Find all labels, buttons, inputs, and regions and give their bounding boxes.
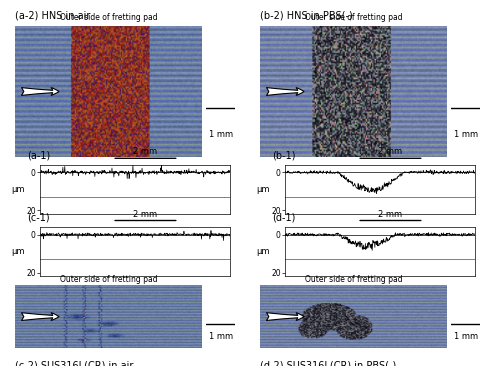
Y-axis label: μm: μm [11,247,24,256]
Text: 2 mm: 2 mm [378,147,402,156]
Text: (c-1): (c-1) [26,213,50,223]
Text: Outer side of fretting pad: Outer side of fretting pad [60,274,158,284]
Text: Outer side of fretting pad: Outer side of fretting pad [304,274,402,284]
Text: 1 mm: 1 mm [208,130,233,139]
Text: (a-1): (a-1) [26,151,50,161]
Text: (d-1): (d-1) [272,213,295,223]
Text: (a-2) HNS in air: (a-2) HNS in air [15,10,90,20]
Y-axis label: μm: μm [256,185,270,194]
Text: 1 mm: 1 mm [208,332,233,341]
Text: 2 mm: 2 mm [134,147,158,156]
Y-axis label: μm: μm [11,185,24,194]
Text: (c-2) SUS316L(CR) in air: (c-2) SUS316L(CR) in air [15,361,134,366]
Text: (b-1): (b-1) [272,151,295,161]
Text: Outer side of fretting pad: Outer side of fretting pad [304,13,402,22]
Text: 2 mm: 2 mm [134,209,158,219]
Text: Outer side of fretting pad: Outer side of fretting pad [60,13,158,22]
Y-axis label: μm: μm [256,247,270,256]
Text: 1 mm: 1 mm [454,130,478,139]
Text: 1 mm: 1 mm [454,332,478,341]
Text: (d-2) SUS316L(CR) in PBS(-): (d-2) SUS316L(CR) in PBS(-) [260,361,396,366]
Text: (b-2) HNS in PBS(-): (b-2) HNS in PBS(-) [260,10,353,20]
Text: 2 mm: 2 mm [378,209,402,219]
